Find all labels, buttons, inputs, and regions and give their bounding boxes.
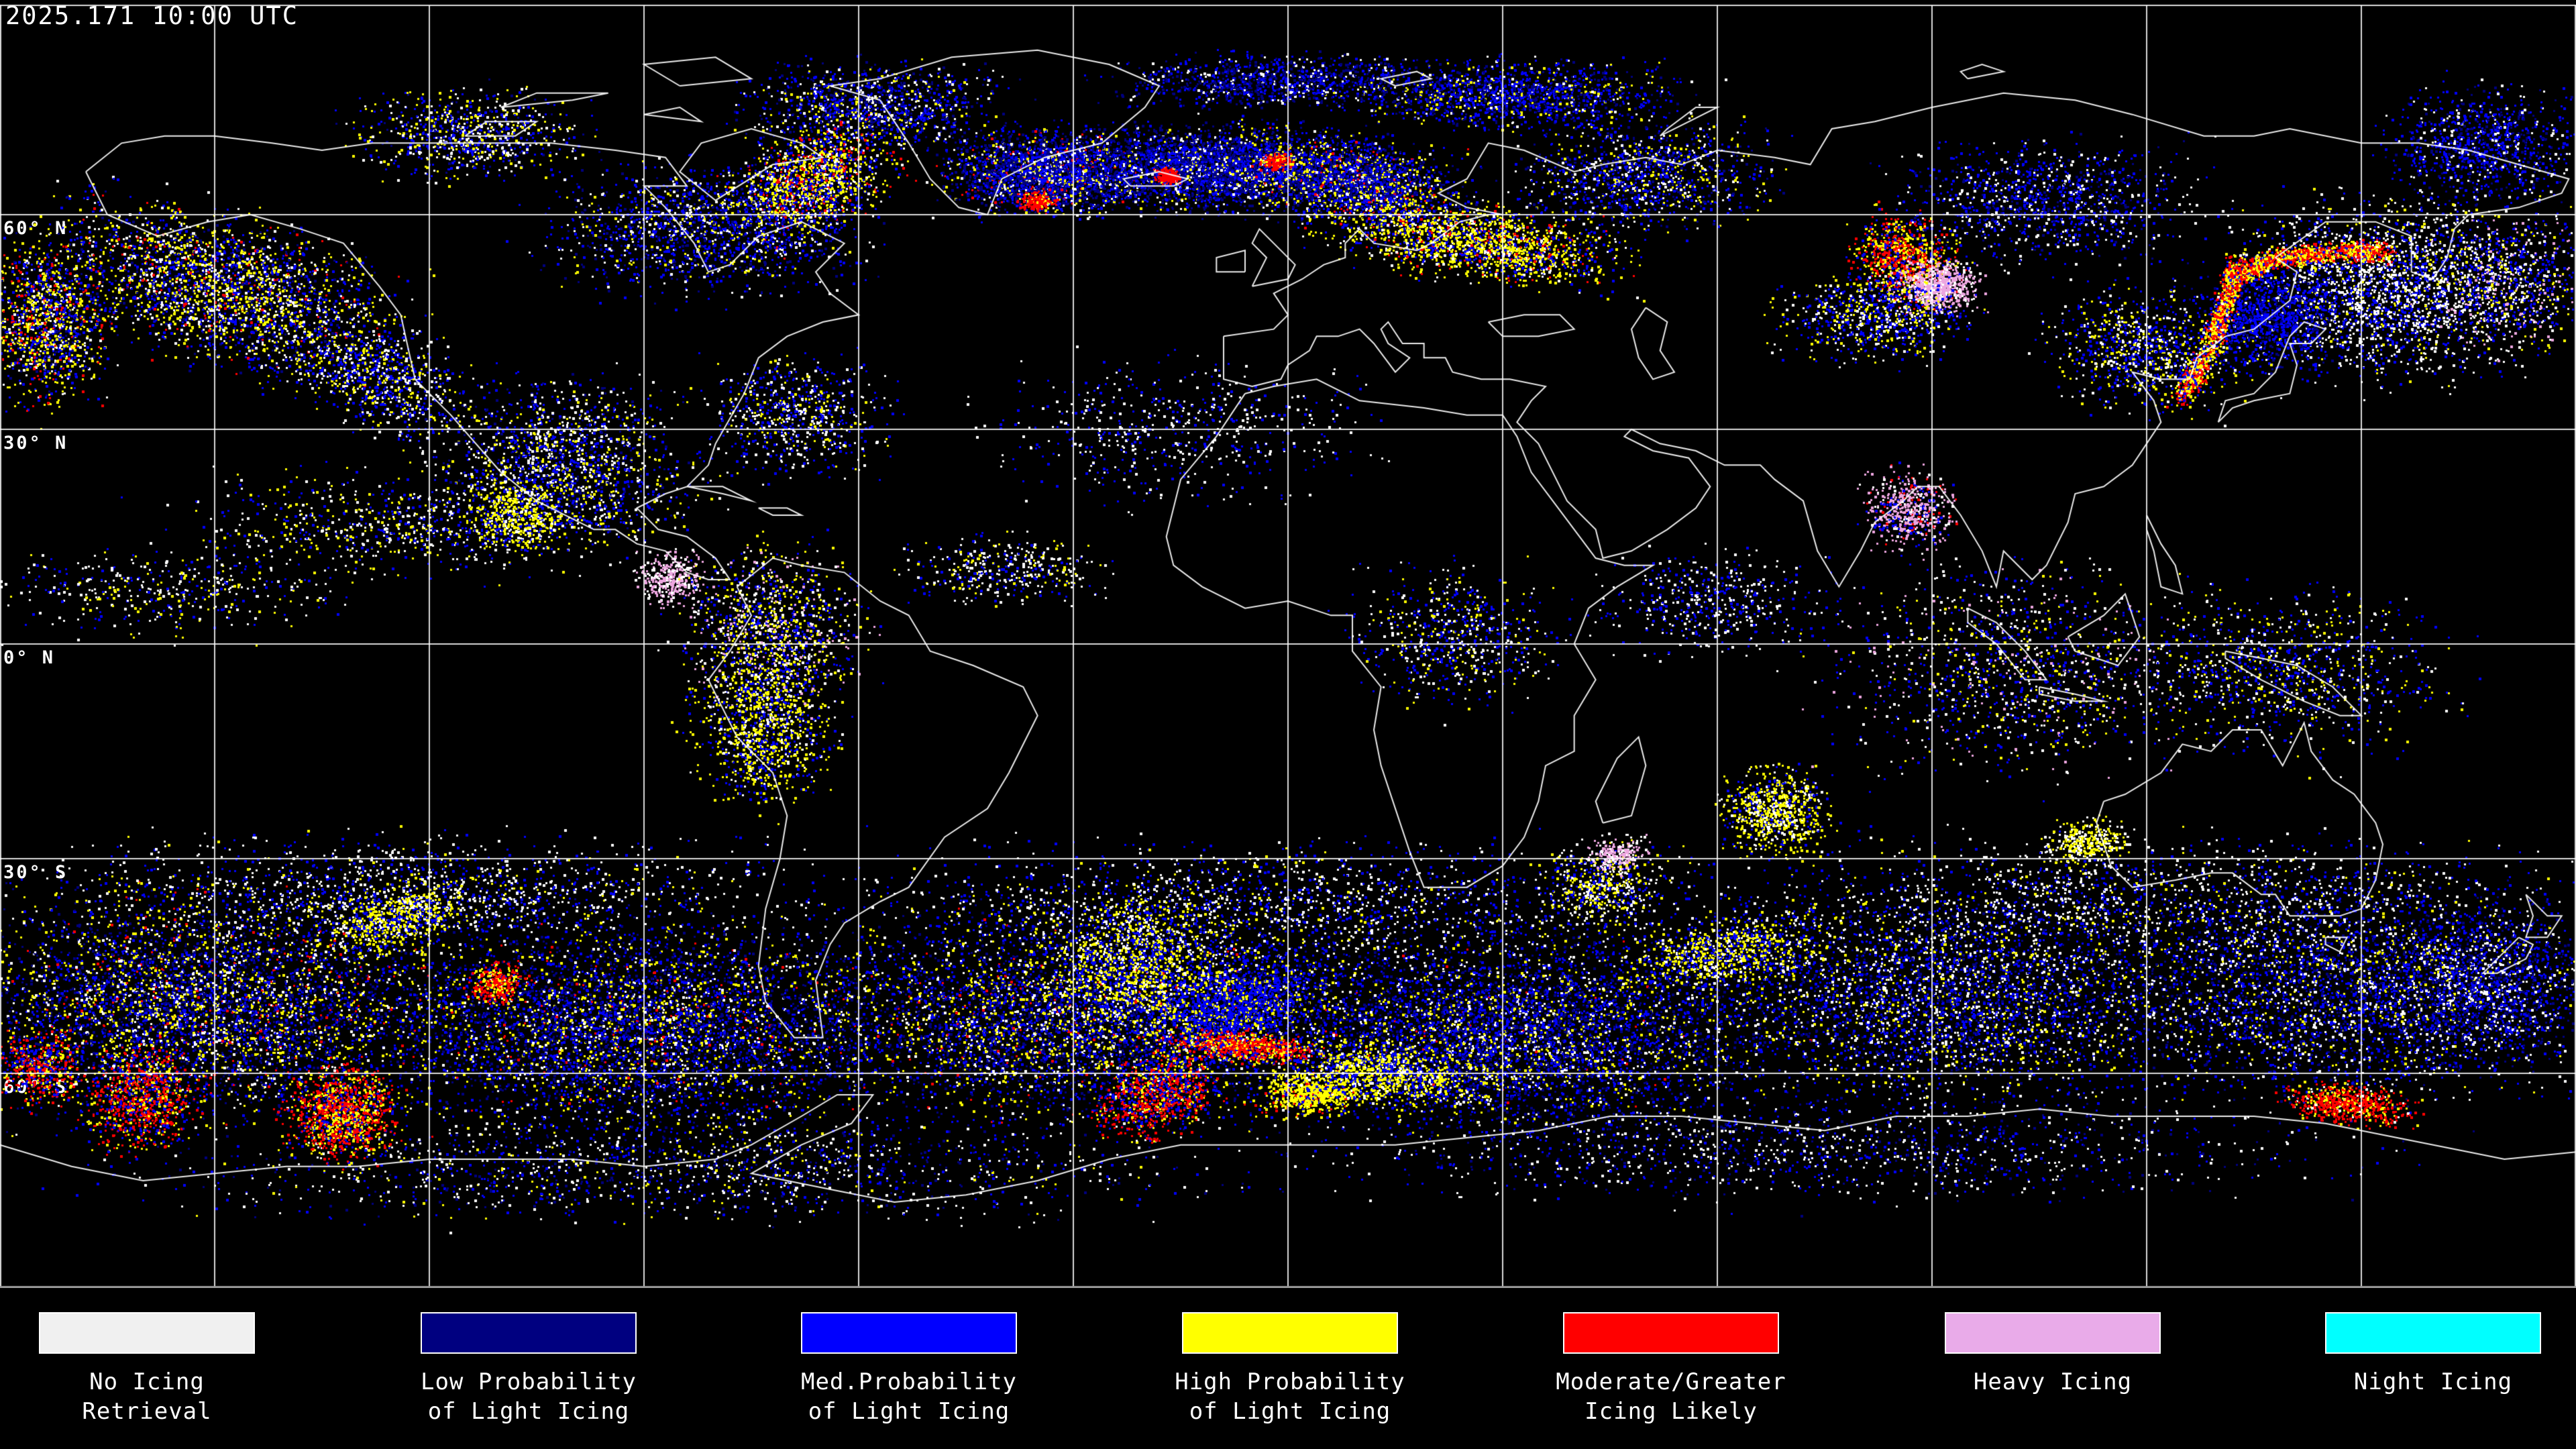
legend-item-moderate-greater: Moderate/Greater Icing Likely [1530,1312,1812,1426]
legend-item-med-probability: Med.Probability of Light Icing [768,1312,1050,1426]
legend-label-heavy-icing: Heavy Icing [1973,1368,2133,1395]
legend-item-high-probability: High Probability of Light Icing [1149,1312,1431,1426]
legend-label-low-probability: Low Probability of Light Icing [420,1368,637,1425]
legend-swatch-moderate-greater [1563,1312,1779,1354]
legend-label-night-icing: Night Icing [2353,1368,2513,1395]
legend-label-high-probability: High Probability of Light Icing [1175,1368,1405,1425]
legend-item-night-icing: Night Icing [2292,1312,2574,1397]
legend-swatch-high-probability [1182,1312,1398,1354]
legend-bar: No Icing Retrieval Low Probability of Li… [0,1288,2576,1449]
legend-item-heavy-icing: Heavy Icing [1912,1312,2194,1397]
legend-item-no-icing: No Icing Retrieval [6,1312,288,1426]
legend-swatch-night-icing [2325,1312,2541,1354]
legend-label-no-icing: No Icing Retrieval [82,1368,212,1425]
legend-label-moderate-greater: Moderate/Greater Icing Likely [1556,1368,1786,1425]
timestamp: 2025.171 10:00 UTC [5,1,299,30]
icing-data-canvas [0,0,2576,1288]
legend-swatch-heavy-icing [1945,1312,2161,1354]
legend-swatch-low-probability [421,1312,637,1354]
legend-swatch-med-probability [801,1312,1017,1354]
legend-item-low-probability: Low Probability of Light Icing [388,1312,669,1426]
legend-label-med-probability: Med.Probability of Light Icing [800,1368,1018,1425]
legend-swatch-no-icing [39,1312,255,1354]
global-icing-map: 60° N 30° N 0° N 30° S 60° S 2025.171 10… [0,0,2576,1288]
